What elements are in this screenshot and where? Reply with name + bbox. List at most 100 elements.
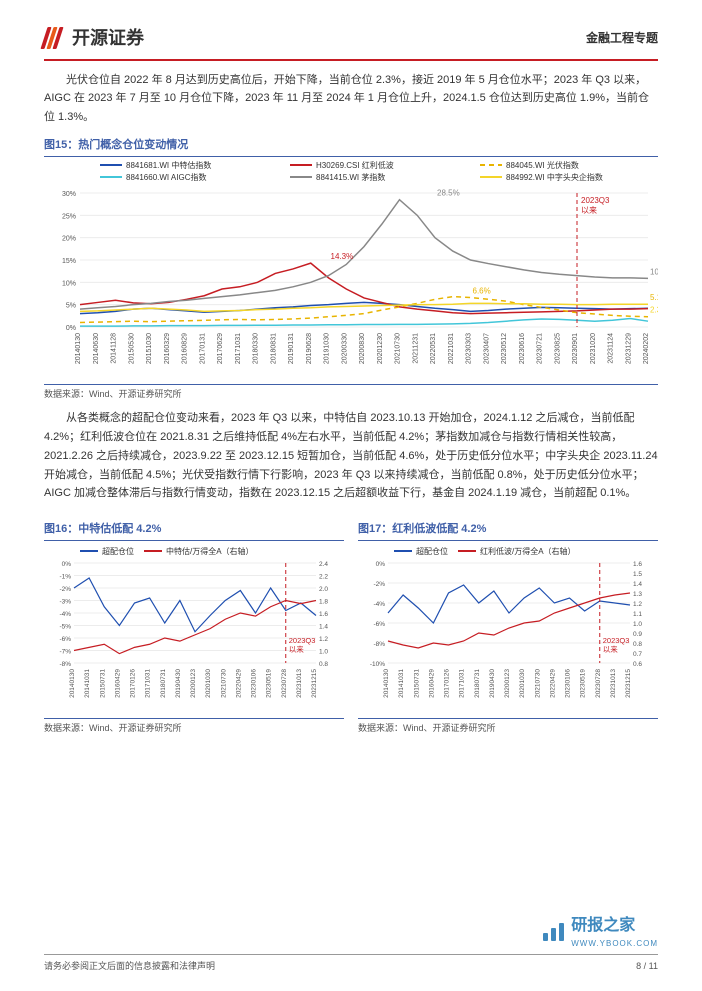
svg-text:以来: 以来 <box>289 645 304 654</box>
svg-text:20150731: 20150731 <box>99 669 106 698</box>
svg-text:2.2: 2.2 <box>319 574 328 581</box>
svg-text:20201030: 20201030 <box>205 669 212 698</box>
svg-text:20200830: 20200830 <box>359 333 366 364</box>
svg-text:20230901: 20230901 <box>572 333 579 364</box>
svg-text:0.6: 0.6 <box>633 661 642 668</box>
svg-text:20170126: 20170126 <box>130 669 137 698</box>
fig16-chart: -8%-7%-6%-5%-4%-3%-2%-1%0%0.81.01.21.41.… <box>44 541 344 718</box>
svg-text:20151030: 20151030 <box>146 333 153 364</box>
svg-text:20190131: 20190131 <box>288 333 295 364</box>
svg-text:8841681.WI 中特估指数: 8841681.WI 中特估指数 <box>126 160 211 170</box>
svg-text:20180330: 20180330 <box>253 333 260 364</box>
svg-text:20221031: 20221031 <box>448 333 455 364</box>
page-footer: 请务必参阅正文后面的信息披露和法律声明 8 / 11 <box>44 954 658 973</box>
watermark-bars-icon <box>543 923 565 941</box>
svg-text:20231124: 20231124 <box>608 333 615 364</box>
svg-text:8841415.WI 茅指数: 8841415.WI 茅指数 <box>316 172 385 182</box>
svg-text:20220429: 20220429 <box>235 669 242 698</box>
svg-text:20230825: 20230825 <box>554 333 561 364</box>
svg-text:6.6%: 6.6% <box>473 287 491 296</box>
svg-text:20191030: 20191030 <box>324 333 331 364</box>
svg-text:20201030: 20201030 <box>519 669 526 698</box>
svg-text:5.1%: 5.1% <box>650 294 658 303</box>
svg-text:20230106: 20230106 <box>251 669 258 698</box>
svg-text:-1%: -1% <box>59 574 71 581</box>
svg-text:0.8: 0.8 <box>633 641 642 648</box>
svg-text:1.0: 1.0 <box>319 649 328 656</box>
svg-text:884992.WI 中字头央企指数: 884992.WI 中字头央企指数 <box>506 172 603 182</box>
svg-text:8841660.WI AIGC指数: 8841660.WI AIGC指数 <box>126 172 206 182</box>
svg-text:1.0: 1.0 <box>633 621 642 628</box>
svg-text:20171031: 20171031 <box>235 333 242 364</box>
svg-text:1.3: 1.3 <box>633 591 642 598</box>
svg-text:-8%: -8% <box>59 661 71 668</box>
svg-text:20230728: 20230728 <box>281 669 288 698</box>
svg-text:2.4: 2.4 <box>319 561 328 568</box>
svg-text:-2%: -2% <box>373 581 385 588</box>
svg-text:20210730: 20210730 <box>534 669 541 698</box>
svg-text:20150731: 20150731 <box>413 669 420 698</box>
svg-text:20141128: 20141128 <box>111 333 118 364</box>
svg-text:20230303: 20230303 <box>466 333 473 364</box>
svg-text:15%: 15% <box>62 258 76 265</box>
svg-text:2023Q3: 2023Q3 <box>603 636 630 645</box>
svg-text:2.0: 2.0 <box>319 586 328 593</box>
svg-text:30%: 30% <box>62 191 76 198</box>
svg-text:20190430: 20190430 <box>175 669 182 698</box>
svg-text:0.7: 0.7 <box>633 651 642 658</box>
svg-text:0%: 0% <box>66 325 76 332</box>
svg-text:20190430: 20190430 <box>489 669 496 698</box>
svg-text:884045.WI 光伏指数: 884045.WI 光伏指数 <box>506 160 579 170</box>
svg-text:20240202: 20240202 <box>643 333 650 364</box>
svg-text:20220531: 20220531 <box>430 333 437 364</box>
svg-text:20140130: 20140130 <box>75 333 82 364</box>
svg-text:20200123: 20200123 <box>504 669 511 698</box>
svg-text:20180731: 20180731 <box>160 669 167 698</box>
svg-text:以来: 以来 <box>581 206 597 215</box>
svg-text:20140130: 20140130 <box>383 669 390 698</box>
svg-text:20170126: 20170126 <box>444 669 451 698</box>
svg-text:20231229: 20231229 <box>625 333 632 364</box>
fig17-chart: -10%-8%-6%-4%-2%0%0.60.70.80.91.01.11.21… <box>358 541 658 718</box>
svg-text:20141031: 20141031 <box>398 669 405 698</box>
svg-text:20201230: 20201230 <box>377 333 384 364</box>
svg-text:0.9: 0.9 <box>633 631 642 638</box>
svg-text:20210730: 20210730 <box>395 333 402 364</box>
svg-text:-2%: -2% <box>59 586 71 593</box>
svg-text:-4%: -4% <box>59 611 71 618</box>
svg-text:2.3%: 2.3% <box>650 306 658 315</box>
svg-text:20230512: 20230512 <box>501 333 508 364</box>
svg-text:20140130: 20140130 <box>69 669 76 698</box>
svg-text:1.1: 1.1 <box>633 611 642 618</box>
svg-text:20230721: 20230721 <box>537 333 544 364</box>
svg-text:2023Q3: 2023Q3 <box>289 636 316 645</box>
brand-name: 开源证券 <box>72 24 144 53</box>
svg-text:1.4: 1.4 <box>633 581 642 588</box>
svg-text:0%: 0% <box>62 561 72 568</box>
svg-text:0%: 0% <box>376 561 386 568</box>
svg-text:20170629: 20170629 <box>217 333 224 364</box>
svg-text:-3%: -3% <box>59 599 71 606</box>
svg-text:20200123: 20200123 <box>190 669 197 698</box>
svg-text:1.2: 1.2 <box>319 636 328 643</box>
svg-text:1.5: 1.5 <box>633 571 642 578</box>
svg-text:20210730: 20210730 <box>220 669 227 698</box>
svg-text:20160429: 20160429 <box>114 669 121 698</box>
svg-text:5%: 5% <box>66 303 76 310</box>
svg-text:H30269.CSI 红利低波: H30269.CSI 红利低波 <box>316 160 394 170</box>
svg-text:20200330: 20200330 <box>341 333 348 364</box>
svg-text:-10%: -10% <box>370 661 385 668</box>
svg-text:-7%: -7% <box>59 649 71 656</box>
footer-disclaimer: 请务必参阅正文后面的信息披露和法律声明 <box>44 959 215 973</box>
svg-text:1.8: 1.8 <box>319 599 328 606</box>
body-paragraph-2: 从各类概念的超配仓位变动来看，2023 年 Q3 以来，中特估自 2023.10… <box>44 409 658 502</box>
fig16-source: 数据来源：Wind、开源证券研究所 <box>44 718 344 735</box>
brand-logo: 开源证券 <box>44 24 144 53</box>
svg-text:0.8: 0.8 <box>319 661 328 668</box>
svg-text:28.5%: 28.5% <box>437 189 460 198</box>
svg-text:20230407: 20230407 <box>483 333 490 364</box>
svg-text:20150530: 20150530 <box>128 333 135 364</box>
svg-text:-5%: -5% <box>59 624 71 631</box>
footer-page-number: 8 / 11 <box>636 959 658 973</box>
svg-text:20231013: 20231013 <box>296 669 303 698</box>
